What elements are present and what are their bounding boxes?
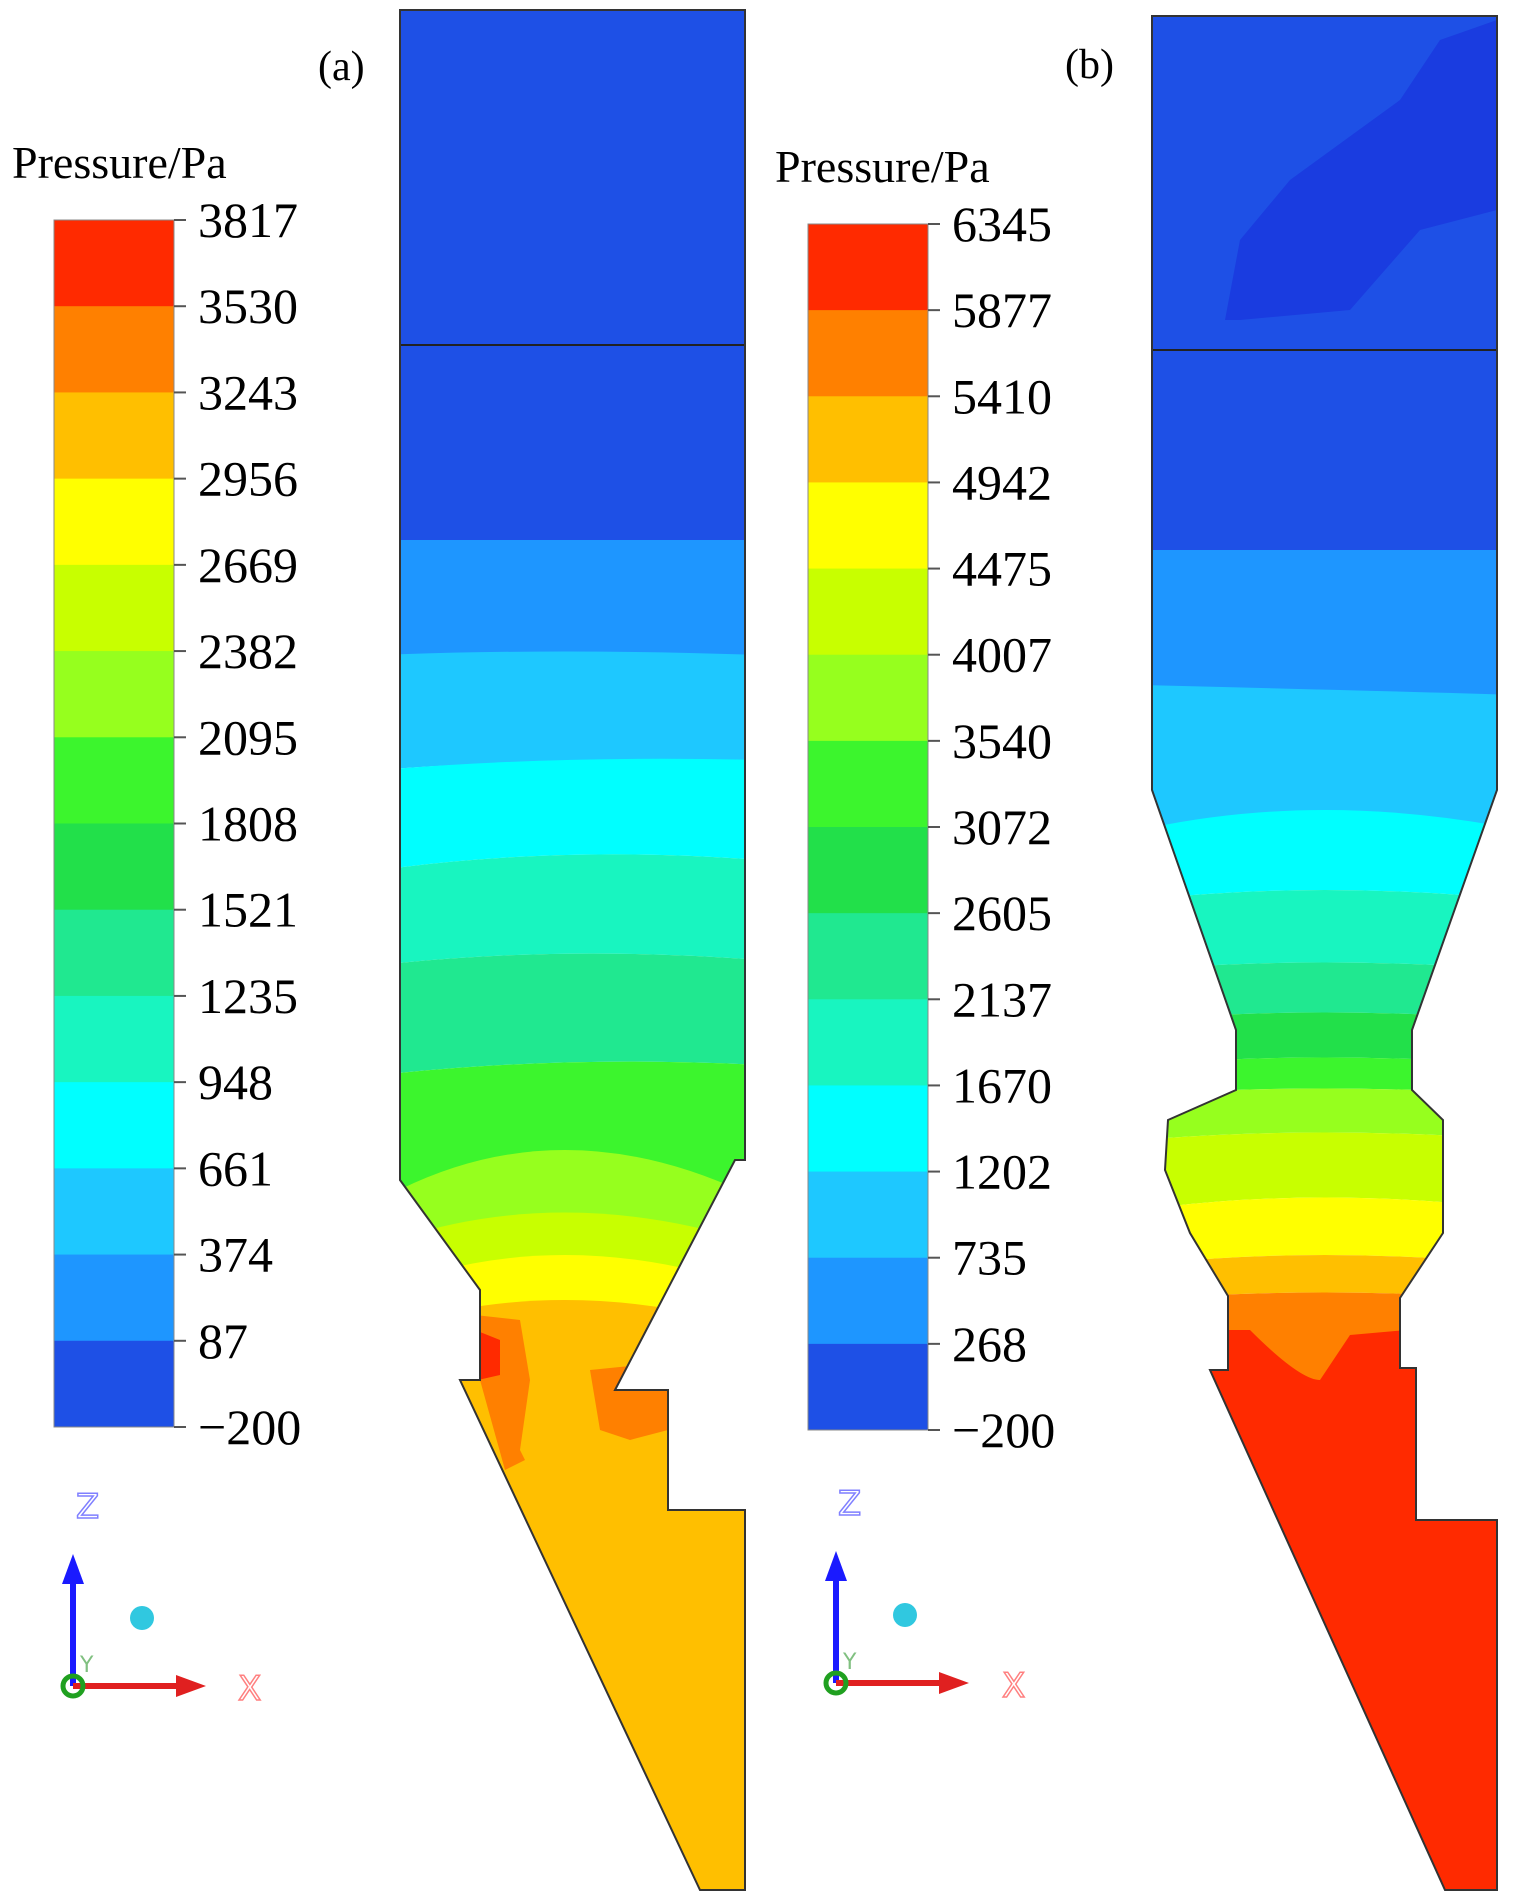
- colorbar-swatch: [54, 392, 174, 480]
- panel-b-pressure-contour: [1151, 15, 1498, 1891]
- colorbar-swatch: [808, 568, 928, 656]
- colorbar-tick-label: 87: [198, 1313, 248, 1369]
- panel-a-pressure-contour: [399, 9, 746, 1891]
- colorbar-swatch: [808, 1171, 928, 1259]
- colorbar-tick-label: 948: [198, 1054, 273, 1110]
- colorbar-tick-label: 268: [952, 1316, 1027, 1372]
- colorbar-tick-label: −200: [952, 1402, 1055, 1458]
- colorbar-swatch: [808, 310, 928, 397]
- colorbar-swatch: [54, 995, 174, 1083]
- panel-a-axis-triad: Z X Y: [60, 1486, 262, 1710]
- panel-b-axis-triad: Z X Y: [823, 1483, 1026, 1707]
- colorbar-swatch: [54, 478, 174, 566]
- colorbar-tick-label: 2095: [198, 709, 298, 765]
- panel-a-x-axis-label: X: [238, 1669, 261, 1709]
- colorbar-tick-label: 2605: [952, 885, 1052, 941]
- colorbar-swatch: [54, 220, 174, 307]
- panel-b-origin-dot: [823, 1670, 849, 1696]
- panel-a-viewpoint-sphere: [130, 1606, 154, 1630]
- panel-b-x-axis-label: X: [1002, 1666, 1025, 1706]
- colorbar-tick-label: 735: [952, 1230, 1027, 1286]
- panel-a-label: (a): [318, 44, 365, 90]
- panel-a-origin-dot: [60, 1673, 86, 1699]
- colorbar-tick-label: 3530: [198, 278, 298, 334]
- colorbar-tick-label: 1521: [198, 882, 298, 938]
- panel-a-colorbar-swatches: [53, 219, 175, 1428]
- panel-b: (b) Pressure/Pa 6345 5877 5410 4942 4475 4007…: [775, 15, 1498, 1891]
- panel-b-z-arrowhead: [825, 1551, 847, 1581]
- colorbar-tick-label: 4942: [952, 454, 1052, 510]
- colorbar-tick-label: 1808: [198, 796, 298, 852]
- panel-a-colorbar-ticks: 3817 3530 3243 2956 2669 2382 2095 1808 1521 1235…: [174, 192, 301, 1455]
- colorbar-swatch: [808, 999, 928, 1086]
- colorbar-tick-label: 1670: [952, 1057, 1052, 1113]
- colorbar-swatch: [808, 396, 928, 483]
- panel-a-z-arrowhead: [62, 1554, 84, 1584]
- colorbar-tick-label: 1235: [198, 968, 298, 1024]
- panel-a-x-arrowhead: [176, 1675, 206, 1697]
- panel-b-y-axis-label: Y: [842, 1650, 857, 1675]
- colorbar-swatch: [54, 737, 174, 824]
- colorbar-swatch: [808, 913, 928, 1000]
- panel-a-colorbar-title: Pressure/Pa: [12, 137, 227, 188]
- colorbar-tick-label: 3540: [952, 713, 1052, 769]
- panel-b-colorbar-ticks: 6345 5877 5410 4942 4475 4007 3540 3072 2605 2137…: [928, 196, 1055, 1458]
- colorbar-swatch: [808, 654, 928, 742]
- colorbar-swatch: [808, 224, 928, 311]
- colorbar-swatch: [54, 1168, 174, 1256]
- colorbar-tick-label: 2956: [198, 451, 298, 507]
- colorbar-tick-label: 4475: [952, 541, 1052, 597]
- colorbar-swatch: [54, 564, 174, 652]
- colorbar-swatch: [808, 482, 928, 570]
- colorbar-swatch: [54, 306, 174, 393]
- colorbar-tick-label: 3072: [952, 799, 1052, 855]
- panel-a-z-axis-label: Z: [76, 1487, 99, 1527]
- colorbar-tick-label: 3243: [198, 364, 298, 420]
- colorbar-tick-label: 2382: [198, 623, 298, 679]
- panel-b-colorbar: Pressure/Pa 6345 5877 5410 4942 4475 4007 3540…: [775, 141, 1055, 1458]
- panel-a-y-axis-label: Y: [79, 1653, 94, 1678]
- colorbar-swatch: [54, 823, 174, 911]
- colorbar-tick-label: 5410: [952, 368, 1052, 424]
- panel-a-colorbar: Pressure/Pa 3817 3530 3243 2956 2669 2382 2095…: [12, 137, 301, 1455]
- panel-b-viewpoint-sphere: [893, 1603, 917, 1627]
- colorbar-swatch: [808, 1343, 928, 1431]
- panel-b-colorbar-title: Pressure/Pa: [775, 141, 990, 192]
- colorbar-tick-label: 1202: [952, 1144, 1052, 1200]
- colorbar-tick-label: 5877: [952, 282, 1052, 338]
- panel-a: (a) Pressure/Pa 3817 3530 3243 2956 2669 2382…: [12, 9, 746, 1891]
- colorbar-swatch: [808, 740, 928, 828]
- panel-b-colorbar-swatches: [807, 223, 929, 1431]
- colorbar-swatch: [54, 651, 174, 738]
- colorbar-swatch: [808, 1257, 928, 1345]
- colorbar-tick-label: 2137: [952, 971, 1052, 1027]
- panel-b-x-arrowhead: [939, 1672, 969, 1694]
- colorbar-swatch: [54, 1254, 174, 1342]
- colorbar-swatch: [808, 1085, 928, 1173]
- colorbar-swatch: [808, 827, 928, 914]
- colorbar-tick-label: 4007: [952, 627, 1052, 683]
- colorbar-tick-label: −200: [198, 1399, 301, 1455]
- colorbar-tick-label: 661: [198, 1140, 273, 1196]
- colorbar-tick-label: 6345: [952, 196, 1052, 252]
- colorbar-swatch: [54, 1340, 174, 1428]
- colorbar-tick-label: 2669: [198, 537, 298, 593]
- colorbar-tick-label: 374: [198, 1227, 273, 1283]
- panel-b-z-axis-label: Z: [838, 1484, 861, 1524]
- colorbar-swatch: [54, 909, 174, 997]
- panel-b-label: (b): [1065, 42, 1114, 88]
- colorbar-tick-label: 3817: [198, 192, 298, 248]
- colorbar-swatch: [54, 1082, 174, 1169]
